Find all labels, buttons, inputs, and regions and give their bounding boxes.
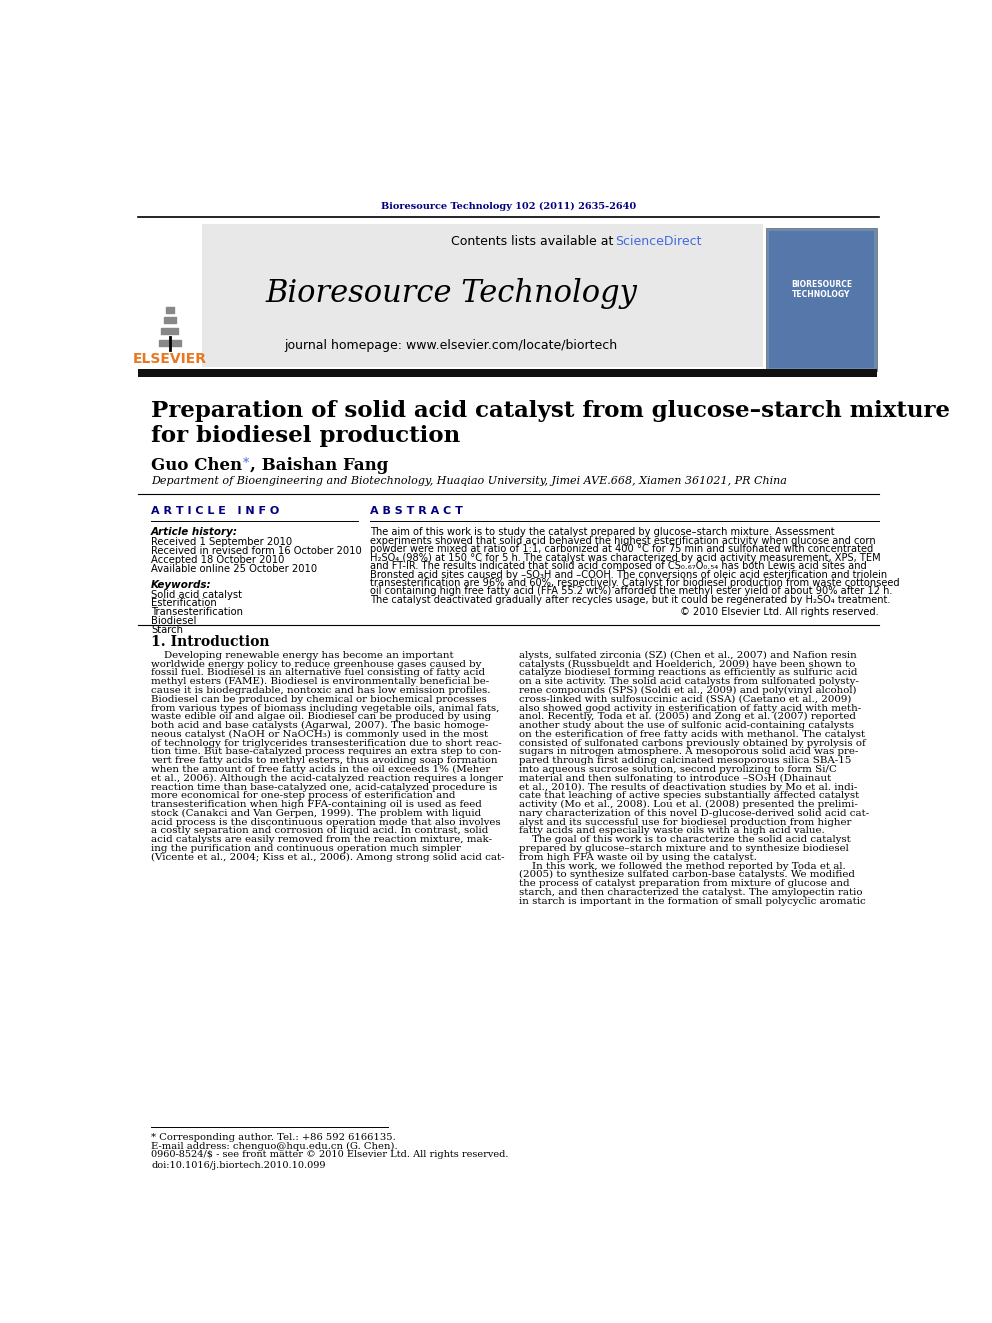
Text: Esterification: Esterification: [151, 598, 217, 609]
Text: Department of Bioengineering and Biotechnology, Huaqiao University, Jimei AVE.66: Department of Bioengineering and Biotech…: [151, 476, 787, 487]
Text: the process of catalyst preparation from mixture of glucose and: the process of catalyst preparation from…: [519, 880, 850, 888]
Text: acid catalysts are easily removed from the reaction mixture, mak-: acid catalysts are easily removed from t…: [151, 835, 492, 844]
Text: of technology for triglycerides transesterification due to short reac-: of technology for triglycerides transest…: [151, 738, 502, 747]
Text: Bioresource Technology: Bioresource Technology: [265, 278, 637, 310]
FancyBboxPatch shape: [766, 228, 877, 370]
Text: Biodiesel can be produced by chemical or biochemical processes: Biodiesel can be produced by chemical or…: [151, 695, 487, 704]
Text: also showed good activity in esterification of fatty acid with meth-: also showed good activity in esterificat…: [519, 704, 861, 713]
Text: powder were mixed at ratio of 1:1, carbonized at 400 °C for 75 min and sulfonate: powder were mixed at ratio of 1:1, carbo…: [370, 544, 874, 554]
Text: doi:10.1016/j.biortech.2010.10.099: doi:10.1016/j.biortech.2010.10.099: [151, 1160, 325, 1170]
Text: waste edible oil and algae oil. Biodiesel can be produced by using: waste edible oil and algae oil. Biodiese…: [151, 712, 491, 721]
Text: for biodiesel production: for biodiesel production: [151, 425, 460, 447]
Text: ELSEVIER: ELSEVIER: [133, 352, 206, 366]
Text: worldwide energy policy to reduce greenhouse gases caused by: worldwide energy policy to reduce greenh…: [151, 660, 481, 668]
Text: et al., 2010). The results of deactivation studies by Mo et al. indi-: et al., 2010). The results of deactivati…: [519, 782, 858, 791]
FancyBboxPatch shape: [769, 232, 874, 368]
Text: Keywords:: Keywords:: [151, 579, 211, 590]
Text: cross-linked with sulfosuccinic acid (SSA) (Caetano et al., 2009): cross-linked with sulfosuccinic acid (SS…: [519, 695, 851, 704]
Text: Developing renewable energy has become an important: Developing renewable energy has become a…: [151, 651, 453, 660]
Text: Starch: Starch: [151, 624, 184, 635]
Text: rene compounds (SPS) (Soldi et al., 2009) and poly(vinyl alcohol): rene compounds (SPS) (Soldi et al., 2009…: [519, 685, 857, 695]
Text: , Baishan Fang: , Baishan Fang: [250, 456, 388, 474]
Text: © 2010 Elsevier Ltd. All rights reserved.: © 2010 Elsevier Ltd. All rights reserved…: [681, 607, 879, 618]
Text: tion time. But base-catalyzed process requires an extra step to con-: tion time. But base-catalyzed process re…: [151, 747, 502, 757]
Text: Available online 25 October 2010: Available online 25 October 2010: [151, 564, 317, 574]
Text: 1. Introduction: 1. Introduction: [151, 635, 270, 648]
Text: Preparation of solid acid catalyst from glucose–starch mixture: Preparation of solid acid catalyst from …: [151, 400, 950, 422]
FancyBboxPatch shape: [138, 224, 201, 366]
Text: E-mail address: chenguo@hqu.edu.cn (G. Chen).: E-mail address: chenguo@hqu.edu.cn (G. C…: [151, 1142, 398, 1151]
Text: when the amount of free fatty acids in the oil exceeds 1% (Meher: when the amount of free fatty acids in t…: [151, 765, 490, 774]
Text: reaction time than base-catalyzed one, acid-catalyzed procedure is: reaction time than base-catalyzed one, a…: [151, 783, 497, 791]
Text: methyl esters (FAME). Biodiesel is environmentally beneficial be-: methyl esters (FAME). Biodiesel is envir…: [151, 677, 489, 687]
Text: more economical for one-step process of esterification and: more economical for one-step process of …: [151, 791, 455, 800]
Text: cate that leaching of active species substantially affected catalyst: cate that leaching of active species sub…: [519, 791, 859, 800]
Text: Guo Chen: Guo Chen: [151, 456, 242, 474]
Text: 0960-8524/$ - see front matter © 2010 Elsevier Ltd. All rights reserved.: 0960-8524/$ - see front matter © 2010 El…: [151, 1150, 509, 1159]
Text: *: *: [239, 458, 249, 470]
Text: on the esterification of free fatty acids with methanol. The catalyst: on the esterification of free fatty acid…: [519, 730, 865, 740]
Text: experiments showed that solid acid behaved the highest esterification activity w: experiments showed that solid acid behav…: [370, 536, 876, 545]
Text: from various types of biomass including vegetable oils, animal fats,: from various types of biomass including …: [151, 704, 500, 713]
Text: Transesterification: Transesterification: [151, 607, 243, 618]
Text: in starch is important in the formation of small polycyclic aromatic: in starch is important in the formation …: [519, 897, 866, 906]
Text: The aim of this work is to study the catalyst prepared by glucose–starch mixture: The aim of this work is to study the cat…: [370, 527, 835, 537]
Text: journal homepage: www.elsevier.com/locate/biortech: journal homepage: www.elsevier.com/locat…: [285, 340, 618, 352]
Text: oil containing high free fatty acid (FFA 55.2 wt%) afforded the methyl ester yie: oil containing high free fatty acid (FFA…: [370, 586, 893, 597]
Text: H₂SO₄ (98%) at 150 °C for 5 h. The catalyst was characterized by acid activity m: H₂SO₄ (98%) at 150 °C for 5 h. The catal…: [370, 553, 881, 562]
Text: ing the purification and continuous operation much simpler: ing the purification and continuous oper…: [151, 844, 461, 853]
Text: ScienceDirect: ScienceDirect: [615, 235, 702, 249]
Text: et al., 2006). Although the acid-catalyzed reaction requires a longer: et al., 2006). Although the acid-catalyz…: [151, 774, 503, 783]
Text: A R T I C L E   I N F O: A R T I C L E I N F O: [151, 507, 280, 516]
Text: Solid acid catalyst: Solid acid catalyst: [151, 590, 242, 599]
Text: catalysts (Russbueldt and Hoelderich, 2009) have been shown to: catalysts (Russbueldt and Hoelderich, 20…: [519, 660, 856, 668]
Text: alyst and its successful use for biodiesel production from higher: alyst and its successful use for biodies…: [519, 818, 851, 827]
FancyBboxPatch shape: [138, 369, 877, 377]
Text: alysts, sulfated zirconia (SZ) (Chen et al., 2007) and Nafion resin: alysts, sulfated zirconia (SZ) (Chen et …: [519, 651, 857, 660]
Text: on a site activity. The solid acid catalysts from sulfonated polysty-: on a site activity. The solid acid catal…: [519, 677, 859, 687]
Text: Bronsted acid sites caused by –SO₃H and –COOH. The conversions of oleic acid est: Bronsted acid sites caused by –SO₃H and …: [370, 570, 888, 579]
Text: and FT-IR. The results indicated that solid acid composed of CS₀.₆₇O₀.₅₄ has bot: and FT-IR. The results indicated that so…: [370, 561, 867, 572]
Text: vert free fatty acids to methyl esters, thus avoiding soap formation: vert free fatty acids to methyl esters, …: [151, 757, 498, 765]
Text: acid process is the discontinuous operation mode that also involves: acid process is the discontinuous operat…: [151, 818, 501, 827]
Text: nary characterization of this novel D-glucose-derived solid acid cat-: nary characterization of this novel D-gl…: [519, 808, 870, 818]
Text: (2005) to synthesize sulfated carbon-base catalysts. We modified: (2005) to synthesize sulfated carbon-bas…: [519, 871, 855, 880]
Text: fatty acids and especially waste oils with a high acid value.: fatty acids and especially waste oils wi…: [519, 827, 825, 835]
FancyBboxPatch shape: [138, 224, 763, 366]
Text: consisted of sulfonated carbons previously obtained by pyrolysis of: consisted of sulfonated carbons previous…: [519, 738, 866, 747]
Text: material and then sulfonating to introduce –SO₃H (Dhainaut: material and then sulfonating to introdu…: [519, 774, 831, 783]
Text: another study about the use of sulfonic acid-containing catalysts: another study about the use of sulfonic …: [519, 721, 854, 730]
Text: A B S T R A C T: A B S T R A C T: [370, 507, 463, 516]
Text: Received 1 September 2010: Received 1 September 2010: [151, 537, 293, 548]
Text: Accepted 18 October 2010: Accepted 18 October 2010: [151, 554, 285, 565]
Text: The goal of this work is to characterize the solid acid catalyst: The goal of this work is to characterize…: [519, 835, 851, 844]
Text: Received in revised form 16 October 2010: Received in revised form 16 October 2010: [151, 546, 362, 556]
Text: (Vicente et al., 2004; Kiss et al., 2006). Among strong solid acid cat-: (Vicente et al., 2004; Kiss et al., 2006…: [151, 853, 505, 861]
Text: sugars in nitrogen atmosphere. A mesoporous solid acid was pre-: sugars in nitrogen atmosphere. A mesopor…: [519, 747, 859, 757]
Text: The catalyst deactivated gradually after recycles usage, but it could be regener: The catalyst deactivated gradually after…: [370, 595, 891, 605]
Text: from high FFA waste oil by using the catalyst.: from high FFA waste oil by using the cat…: [519, 853, 757, 861]
Text: neous catalyst (NaOH or NaOCH₃) is commonly used in the most: neous catalyst (NaOH or NaOCH₃) is commo…: [151, 730, 488, 740]
Text: Biodiesel: Biodiesel: [151, 617, 196, 626]
Text: catalyze biodiesel forming reactions as efficiently as sulfuric acid: catalyze biodiesel forming reactions as …: [519, 668, 858, 677]
Text: starch, and then characterized the catalyst. The amylopectin ratio: starch, and then characterized the catal…: [519, 888, 863, 897]
Text: transesterification when high FFA-containing oil is used as feed: transesterification when high FFA-contai…: [151, 800, 482, 810]
Text: Article history:: Article history:: [151, 527, 238, 537]
Text: Contents lists available at: Contents lists available at: [451, 235, 617, 249]
Text: pared through first adding calcinated mesoporous silica SBA-15: pared through first adding calcinated me…: [519, 757, 851, 765]
Text: into aqueous sucrose solution, second pyrolizing to form Si/C: into aqueous sucrose solution, second py…: [519, 765, 837, 774]
Text: Bioresource Technology 102 (2011) 2635-2640: Bioresource Technology 102 (2011) 2635-2…: [381, 202, 636, 212]
Text: anol. Recently, Toda et al. (2005) and Zong et al. (2007) reported: anol. Recently, Toda et al. (2005) and Z…: [519, 712, 856, 721]
Text: a costly separation and corrosion of liquid acid. In contrast, solid: a costly separation and corrosion of liq…: [151, 827, 488, 835]
Text: * Corresponding author. Tel.: +86 592 6166135.: * Corresponding author. Tel.: +86 592 61…: [151, 1132, 396, 1142]
Text: prepared by glucose–starch mixture and to synthesize biodiesel: prepared by glucose–starch mixture and t…: [519, 844, 849, 853]
Text: cause it is biodegradable, nontoxic and has low emission profiles.: cause it is biodegradable, nontoxic and …: [151, 687, 491, 695]
Text: transesterification are 96% and 60%, respectively. Catalyst for biodiesel produc: transesterification are 96% and 60%, res…: [370, 578, 900, 587]
Text: fossil fuel. Biodiesel is an alternative fuel consisting of fatty acid: fossil fuel. Biodiesel is an alternative…: [151, 668, 485, 677]
Text: stock (Canakci and Van Gerpen, 1999). The problem with liquid: stock (Canakci and Van Gerpen, 1999). Th…: [151, 808, 481, 818]
Text: activity (Mo et al., 2008). Lou et al. (2008) presented the prelimi-: activity (Mo et al., 2008). Lou et al. (…: [519, 800, 858, 810]
Text: BIORESOURCE
TECHNOLOGY: BIORESOURCE TECHNOLOGY: [791, 280, 852, 299]
Text: both acid and base catalysts (Agarwal, 2007). The basic homoge-: both acid and base catalysts (Agarwal, 2…: [151, 721, 489, 730]
Text: In this work, we followed the method reported by Toda et al.: In this work, we followed the method rep…: [519, 861, 846, 871]
